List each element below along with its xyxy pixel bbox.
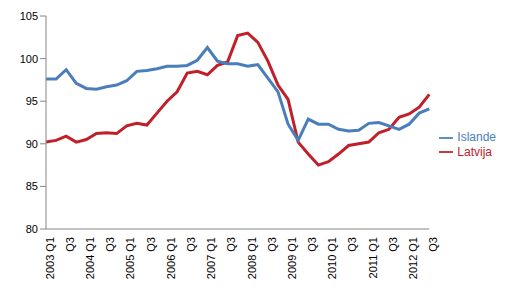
svg-text:Q3: Q3 — [104, 237, 116, 252]
svg-text:Q3: Q3 — [387, 237, 399, 252]
svg-text:2005 Q1: 2005 Q1 — [125, 237, 137, 279]
svg-text:80: 80 — [26, 223, 38, 235]
svg-text:105: 105 — [20, 10, 38, 22]
svg-text:95: 95 — [26, 95, 38, 107]
svg-text:85: 85 — [26, 180, 38, 192]
html-text:Islande: Islande — [457, 129, 496, 144]
svg-text:100: 100 — [20, 53, 38, 65]
svg-text:Q3: Q3 — [225, 237, 237, 252]
svg-text:Q3: Q3 — [185, 237, 197, 252]
svg-text:2011 Q1: 2011 Q1 — [367, 237, 379, 278]
svg-text:Q3: Q3 — [306, 237, 318, 252]
svg-text:2012 Q1: 2012 Q1 — [407, 237, 419, 279]
svg-text:2003 Q1: 2003 Q1 — [44, 237, 56, 279]
svg-text:Q3: Q3 — [346, 237, 358, 252]
svg-text:Q3: Q3 — [427, 237, 439, 252]
svg-text:2006 Q1: 2006 Q1 — [165, 237, 177, 279]
html-text:Latvija: Latvija — [457, 144, 492, 159]
svg-text:2008 Q1: 2008 Q1 — [246, 237, 258, 279]
svg-text:Q3: Q3 — [266, 237, 278, 252]
svg-text:2004 Q1: 2004 Q1 — [84, 237, 96, 279]
svg-text:2010 Q1: 2010 Q1 — [326, 237, 338, 279]
svg-text:2007 Q1: 2007 Q1 — [205, 237, 217, 279]
svg-text:90: 90 — [26, 138, 38, 150]
svg-text:Q3: Q3 — [145, 237, 157, 252]
svg-text:2009 Q1: 2009 Q1 — [286, 237, 298, 279]
svg-text:Q3: Q3 — [64, 237, 76, 252]
